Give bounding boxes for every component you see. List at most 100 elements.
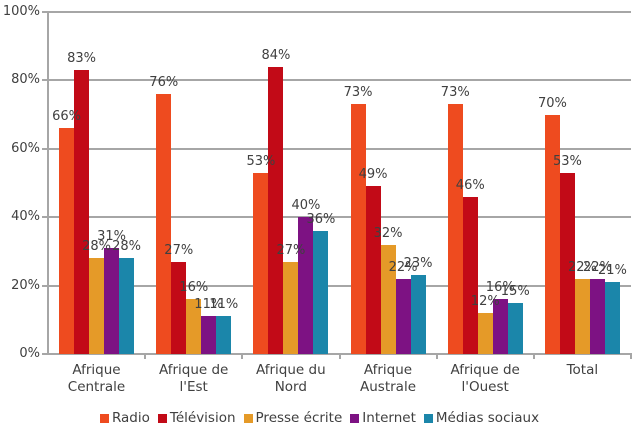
bar-t-l-vision — [559, 172, 575, 354]
bar-radio — [59, 128, 75, 354]
value-label: 83% — [67, 51, 97, 67]
legend-swatch-icon — [243, 413, 253, 423]
value-label: 49% — [358, 167, 388, 183]
value-label: 53% — [246, 153, 276, 169]
x-category-line: l'Ouest — [461, 379, 509, 395]
legend-label: Presse écrite — [255, 410, 343, 426]
value-label: 31% — [97, 228, 127, 244]
bar-presse-crite — [186, 299, 202, 354]
value-label: 16% — [179, 280, 209, 296]
value-label: 27% — [164, 242, 194, 258]
x-category-label: Afrique de l'Ouest — [437, 362, 534, 396]
gridline — [48, 79, 631, 82]
x-category-label: Afrique du Nord — [242, 362, 339, 396]
x-tick-mark — [533, 353, 535, 359]
gridline — [48, 147, 631, 150]
value-label: 73% — [343, 85, 373, 101]
bar-t-l-vision — [74, 70, 90, 354]
value-label: 12% — [470, 293, 500, 309]
x-tick-mark — [339, 353, 341, 359]
bar-radio — [253, 172, 269, 354]
y-tick-mark — [42, 284, 48, 287]
legend-label: Télévision — [169, 410, 236, 426]
legend-label: Radio — [111, 410, 150, 426]
value-label: 15% — [500, 283, 530, 299]
y-axis — [47, 12, 49, 355]
x-category-line: l'Est — [179, 379, 208, 395]
x-category-line: Centrale — [67, 379, 126, 395]
bar-presse-crite — [380, 244, 396, 354]
bar-m-dias-sociaux — [410, 275, 426, 354]
bar-t-l-vision — [462, 196, 478, 354]
bar-t-l-vision — [268, 66, 284, 354]
bar-radio — [447, 104, 463, 354]
x-axis — [42, 353, 632, 355]
bar-radio — [544, 114, 560, 354]
value-label: 53% — [552, 153, 582, 169]
y-tick-label: 40% — [11, 209, 40, 225]
bar-internet — [589, 278, 605, 354]
legend-item: Télévision — [157, 410, 236, 426]
bar-t-l-vision — [365, 186, 381, 354]
value-label: 32% — [373, 225, 403, 241]
x-category-line: Afrique de — [158, 362, 229, 378]
x-category-line: Total — [566, 362, 599, 378]
bar-radio — [350, 104, 366, 354]
value-label: 70% — [537, 95, 567, 111]
bar-m-dias-sociaux — [313, 230, 329, 354]
bar-internet — [201, 316, 217, 354]
x-category-label: Afrique Australe — [340, 362, 437, 396]
y-tick-mark — [42, 216, 48, 219]
y-tick-label: 20% — [11, 277, 40, 293]
x-tick-mark — [144, 353, 146, 359]
value-label: 46% — [455, 177, 485, 193]
legend-swatch-icon — [99, 413, 109, 423]
legend-item: Presse écrite — [243, 410, 343, 426]
bar-presse-crite — [283, 261, 299, 354]
y-tick-mark — [42, 147, 48, 150]
value-label: 84% — [261, 47, 291, 63]
value-label: 23% — [403, 256, 433, 272]
x-tick-mark — [630, 353, 632, 359]
bar-presse-crite — [477, 312, 493, 354]
value-label: 22% — [388, 259, 418, 275]
value-label: 27% — [276, 242, 306, 258]
bar-radio — [156, 94, 172, 354]
gridline — [48, 284, 631, 287]
legend-label: Internet — [362, 410, 416, 426]
x-category-line: Afrique du — [256, 362, 326, 378]
bar-m-dias-sociaux — [119, 258, 135, 354]
x-category-label: Afrique de l'Est — [145, 362, 242, 396]
bar-internet — [492, 299, 508, 354]
value-label: 11% — [209, 297, 239, 313]
x-category-line: Nord — [274, 379, 307, 395]
bar-m-dias-sociaux — [216, 316, 232, 354]
x-tick-mark — [436, 353, 438, 359]
bar-m-dias-sociaux — [507, 302, 523, 354]
y-tick-mark — [42, 353, 48, 355]
value-label: 36% — [306, 211, 336, 227]
legend-item: Médias sociaux — [423, 410, 540, 426]
value-label: 40% — [291, 198, 321, 214]
x-category-line: Afrique — [363, 362, 413, 378]
y-tick-label: 80% — [11, 72, 40, 88]
y-tick-mark — [42, 11, 48, 13]
legend-label: Médias sociaux — [435, 410, 540, 426]
value-label: 66% — [52, 109, 82, 125]
gridline — [48, 216, 631, 219]
legend-item: Radio — [99, 410, 150, 426]
value-label: 28% — [82, 239, 112, 255]
y-tick-label: 100% — [2, 4, 40, 19]
legend-swatch-icon — [350, 413, 360, 423]
bar-m-dias-sociaux — [604, 282, 620, 354]
value-label: 28% — [112, 239, 142, 255]
value-label: 73% — [440, 85, 470, 101]
x-tick-mark — [241, 353, 243, 359]
gridline — [48, 11, 631, 13]
y-tick-mark — [42, 79, 48, 82]
bar-internet — [298, 217, 314, 354]
x-category-line: Australe — [360, 379, 416, 395]
legend-swatch-icon — [157, 413, 167, 423]
x-category-label: Afrique Centrale — [48, 362, 145, 396]
